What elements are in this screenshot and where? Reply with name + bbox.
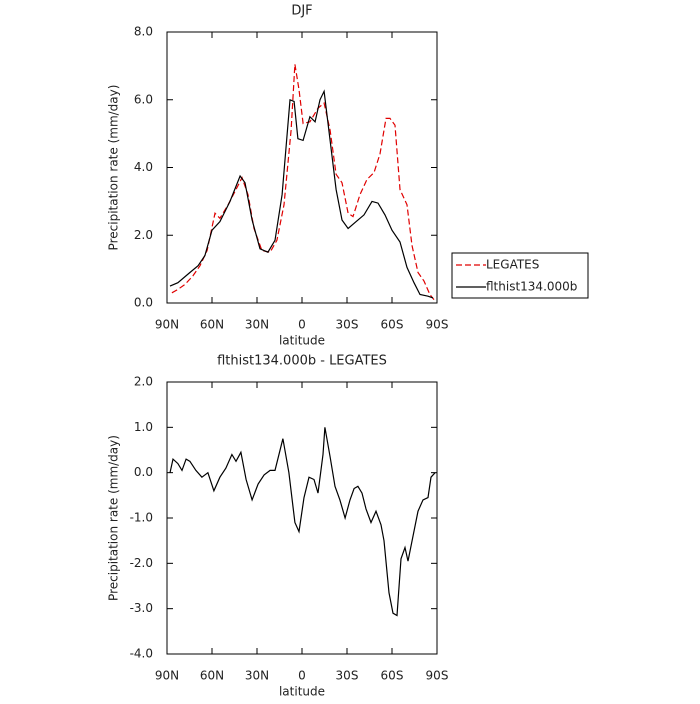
x-tick-label: 90N xyxy=(155,669,179,683)
chart-title: DJF xyxy=(291,4,312,19)
x-tick-label: 30S xyxy=(336,669,359,683)
y-tick-label: 0.0 xyxy=(134,465,153,479)
y-tick-label: -4.0 xyxy=(130,647,153,661)
legend-label: LEGATES xyxy=(486,258,539,272)
x-tick-label: 0 xyxy=(298,669,306,683)
legend-label: flthist134.000b xyxy=(486,280,577,294)
x-tick-label: 60N xyxy=(200,318,224,332)
x-tick-label: 90S xyxy=(426,318,449,332)
y-tick-label: -2.0 xyxy=(130,556,153,570)
y-tick-label: 8.0 xyxy=(134,25,153,39)
y-tick-label: 0.0 xyxy=(134,296,153,310)
y-axis-label: Precipitation rate (mm/day) xyxy=(107,85,121,251)
x-axis-label: latitude xyxy=(279,685,325,699)
plot-frame xyxy=(166,381,438,655)
x-tick-label: 60S xyxy=(381,318,404,332)
y-tick-label: 1.0 xyxy=(134,420,153,434)
y-tick-label: -1.0 xyxy=(130,511,153,525)
y-axis-label: Precipitation rate (mm/day) xyxy=(107,435,121,601)
y-tick-label: 6.0 xyxy=(134,92,153,106)
plot-frame xyxy=(166,31,438,304)
y-tick-label: -3.0 xyxy=(130,601,153,615)
y-tick-label: 2.0 xyxy=(134,375,153,389)
data-line xyxy=(169,427,436,617)
legend-box xyxy=(451,252,589,299)
chart-title: flthist134.000b - LEGATES xyxy=(217,354,387,369)
x-tick-label: 90S xyxy=(426,669,449,683)
y-tick-label: 2.0 xyxy=(134,228,153,242)
x-axis-label: latitude xyxy=(279,334,325,348)
y-tick-label: 4.0 xyxy=(134,160,153,174)
x-tick-label: 30N xyxy=(245,669,269,683)
x-tick-label: 60S xyxy=(381,669,404,683)
x-tick-label: 0 xyxy=(298,318,306,332)
x-tick-label: 30S xyxy=(336,318,359,332)
x-tick-label: 30N xyxy=(245,318,269,332)
data-line xyxy=(169,89,434,299)
x-tick-label: 90N xyxy=(155,318,179,332)
x-tick-label: 60N xyxy=(200,669,224,683)
data-line xyxy=(171,64,435,300)
